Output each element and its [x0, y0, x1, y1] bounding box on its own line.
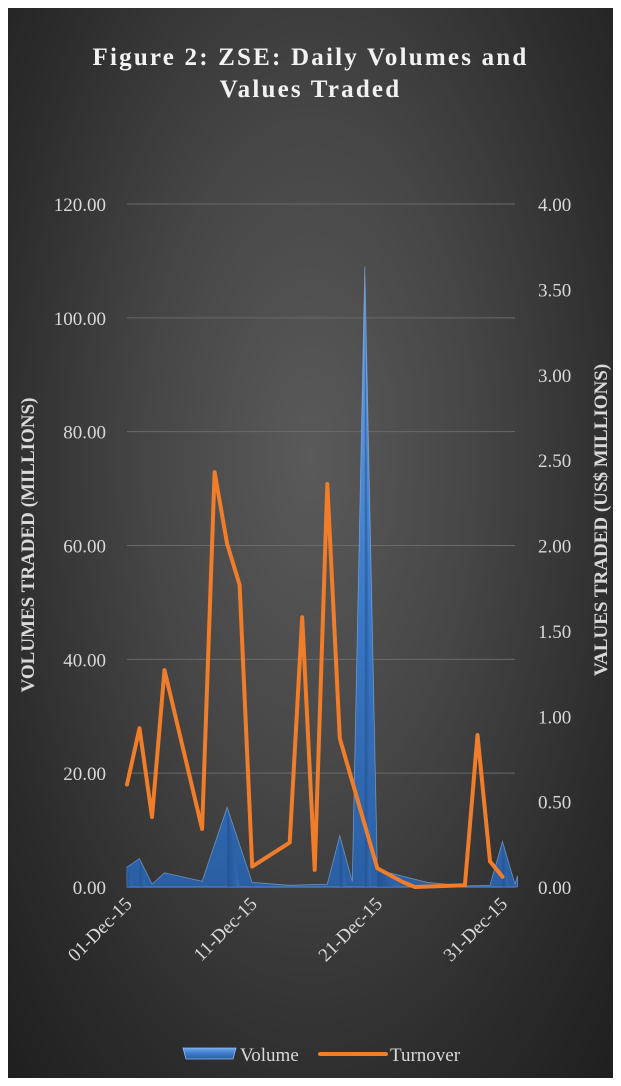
volume-peak-shade [377, 869, 403, 887]
y-left-tick-label: 20.00 [63, 764, 106, 785]
turnover-series [125, 470, 505, 889]
y-right-tick-label: 1.50 [538, 622, 571, 643]
chart-title-line-1: Figure 2: ZSE: Daily Volumes and [92, 44, 529, 71]
y-right-tick-label: 1.00 [538, 707, 571, 728]
x-tick-label: 11-Dec-15 [190, 894, 262, 966]
volume-peak-shade [364, 266, 372, 887]
y-right-tick-label: 4.00 [538, 195, 571, 216]
chart-title-line-2: Values Traded [219, 76, 402, 103]
y-left-tick-label: 100.00 [54, 309, 106, 330]
y-right-tick-label: 0.00 [538, 878, 571, 899]
volume-series [126, 266, 518, 888]
chart-title: Figure 2: ZSE: Daily Volumes and Values … [8, 42, 613, 106]
gridlines [127, 203, 515, 888]
y-axis-right-title: VALUES TRADED (US$ MILLIONS) [591, 364, 612, 676]
y-left-tick-label: 0.00 [73, 878, 106, 899]
x-tick-label: 21-Dec-15 [315, 894, 387, 966]
y-axis-left-title: VOLUMES TRADED (MILLIONS) [18, 398, 39, 693]
turnover-line [125, 470, 505, 889]
chart-background [8, 8, 613, 1078]
y-left-tick-label: 120.00 [54, 195, 106, 216]
volume-peak-shade [227, 807, 240, 887]
y-right-tick-label: 2.00 [538, 537, 571, 558]
x-tick-label: 31-Dec-15 [440, 894, 512, 966]
volume-peak-shade [139, 858, 146, 887]
y-left-tick-label: 40.00 [63, 650, 106, 671]
y-right-tick-label: 2.50 [538, 451, 571, 472]
y-right-tick-label: 3.00 [538, 366, 571, 387]
y-left-tick-label: 60.00 [63, 537, 106, 558]
legend-volume-label: Volume [240, 1045, 299, 1066]
volume-peak-shade [339, 835, 347, 887]
y-right-tick-label: 3.50 [538, 280, 571, 301]
x-tick-label: 01-Dec-15 [64, 894, 136, 966]
y-left-tick-label: 80.00 [63, 423, 106, 444]
y-right-tick-label: 0.50 [538, 793, 571, 814]
volume-area [126, 266, 518, 888]
legend: Volume Turnover [182, 1045, 461, 1066]
legend-volume-swatch [182, 1047, 237, 1060]
volume-peak-shade [127, 867, 134, 887]
legend-turnover-label: Turnover [390, 1045, 461, 1066]
